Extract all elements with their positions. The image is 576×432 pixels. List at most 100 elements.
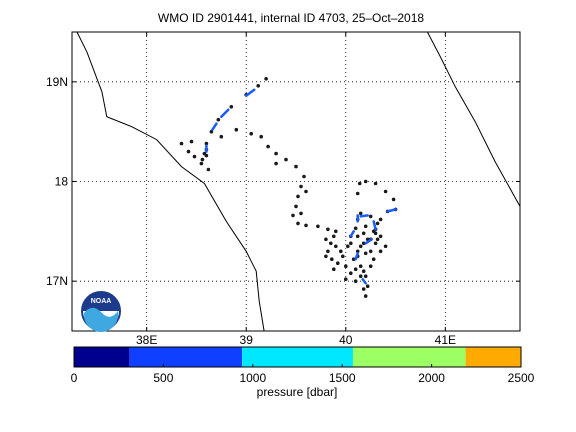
noaa-logo-wave <box>84 307 118 332</box>
grid-lines <box>72 32 520 331</box>
track-point <box>355 249 360 254</box>
profile-point <box>383 244 388 249</box>
profile-point <box>192 154 197 159</box>
profile-point <box>368 249 373 254</box>
track-point <box>358 264 363 269</box>
profile-point <box>368 264 373 269</box>
track-point <box>373 181 378 186</box>
track-point <box>296 194 300 199</box>
shallow-track-segment <box>354 252 359 261</box>
track-point <box>234 127 239 132</box>
profile-point <box>332 267 336 272</box>
colorbar-band <box>242 347 353 367</box>
track-point <box>219 134 224 139</box>
profile-point <box>186 149 191 154</box>
profile-point <box>199 161 204 166</box>
track-point <box>291 213 295 218</box>
noaa-logo-text: NOAA <box>91 298 112 305</box>
lon-tick-label: 38E <box>136 333 157 347</box>
colorbar-tick-label: 1000 <box>239 371 266 385</box>
track-point <box>326 227 330 232</box>
colorbar-tick-label: 2500 <box>508 371 535 385</box>
map-title: WMO ID 2901441, internal ID 4703, 25–Oct… <box>158 11 424 25</box>
track-point <box>358 274 363 279</box>
profile-point <box>371 229 376 234</box>
track-point <box>249 131 253 136</box>
colorbar-label: pressure [dbar] <box>257 385 338 399</box>
colorbar-tick-label: 2000 <box>418 371 445 385</box>
profile-point <box>363 224 368 229</box>
profile-point <box>339 249 343 254</box>
track-point <box>216 117 221 122</box>
track-point <box>284 157 288 162</box>
profile-point <box>299 211 303 216</box>
coastline-layer <box>76 31 521 332</box>
axis-ticks: 38E 39 40 41E 17N 18 19N <box>46 32 520 347</box>
colorbar-band <box>465 347 521 367</box>
profile-point <box>378 234 383 239</box>
profile-point <box>375 237 380 242</box>
profile-point <box>344 277 348 282</box>
colorbar-tick-label: 500 <box>153 371 173 385</box>
colorbar-band <box>74 347 130 367</box>
shallow-track-segment <box>386 208 397 213</box>
shallow-track-segment <box>211 122 218 131</box>
track-point <box>326 249 330 254</box>
profile-point <box>349 271 353 276</box>
track-point <box>304 223 308 228</box>
profile-point <box>334 229 338 234</box>
track-point <box>383 189 388 194</box>
profile-point <box>334 244 338 249</box>
track-point <box>357 181 362 186</box>
shallow-track-segment <box>361 277 367 285</box>
lat-tick-label: 19N <box>46 75 68 89</box>
shallow-track-segment <box>349 230 355 238</box>
profile-point <box>378 249 383 254</box>
track-point <box>332 234 336 239</box>
track-point <box>316 224 320 229</box>
colorbar-bands <box>74 347 521 367</box>
track-point <box>330 257 334 262</box>
profile-point <box>361 269 366 274</box>
profile-point <box>206 167 211 172</box>
track-point <box>294 164 298 169</box>
colorbar-band <box>129 347 242 367</box>
track-point <box>346 244 350 249</box>
lon-tick-label: 40 <box>339 333 353 347</box>
track-point <box>264 77 268 81</box>
shallow-track-segment <box>364 238 373 245</box>
lat-tick-label: 18 <box>55 175 69 189</box>
track-point <box>365 284 370 289</box>
lon-tick-label: 41E <box>435 333 456 347</box>
track-point <box>391 197 396 202</box>
track-point <box>358 211 363 216</box>
track-point <box>266 144 270 149</box>
lat-tick-label: 17N <box>46 274 68 288</box>
track-point <box>361 287 366 291</box>
profile-point <box>189 139 194 144</box>
colorbar-band <box>352 347 466 367</box>
track-point <box>358 244 363 249</box>
profile-point <box>373 241 378 246</box>
profile-point <box>324 237 328 242</box>
track-point <box>274 151 278 156</box>
shallow-track-segment <box>372 220 377 231</box>
profile-point <box>204 153 209 158</box>
profile-point <box>349 241 353 246</box>
track-point <box>363 179 368 184</box>
noaa-logo: NOAA <box>81 291 121 332</box>
track-point <box>355 191 360 196</box>
coastline <box>426 31 521 207</box>
track-point <box>363 294 368 298</box>
profile-point <box>324 254 328 259</box>
profile-point <box>363 251 368 256</box>
profile-point <box>344 264 348 269</box>
colorbar-tick-label: 1500 <box>329 371 356 385</box>
track-point <box>363 274 368 279</box>
colorbar-tick-label: 0 <box>71 371 78 385</box>
track-point <box>296 221 300 226</box>
profile-point <box>179 141 184 146</box>
colorbar-ticks: 0 500 1000 1500 2000 2500 <box>71 364 535 385</box>
noaa-logo-sky <box>82 292 120 311</box>
